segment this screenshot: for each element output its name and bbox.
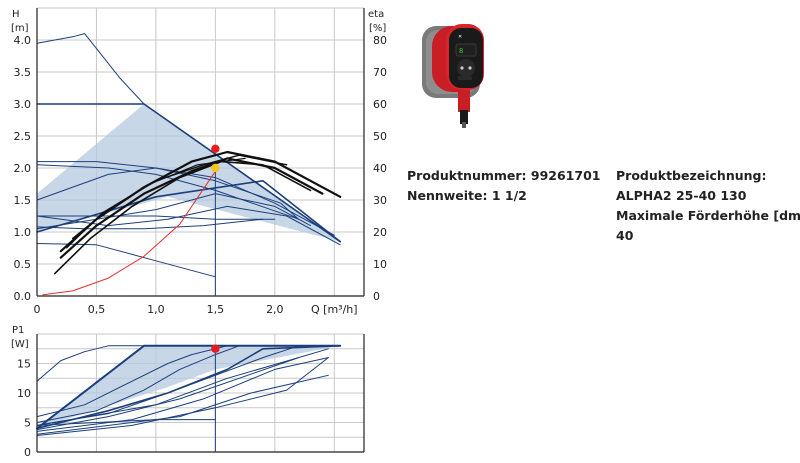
head-operating-point <box>211 163 220 173</box>
power-chart: 0 5 10 15 P1 [W] <box>11 325 365 460</box>
head-series-12 <box>59 157 324 259</box>
head-ytick-right-label: 60 <box>373 98 387 111</box>
power-ytick-label: 10 <box>17 387 31 400</box>
power-chart-series <box>36 344 342 436</box>
head-duty-point <box>211 144 220 153</box>
head-ytick-label: 3.0 <box>14 98 32 111</box>
head-chart-series <box>36 33 342 296</box>
product-info-left: Produktnummer: 99261701 Nennweite: 1 1/2 <box>407 166 600 206</box>
power-series-11 <box>36 419 216 426</box>
power-series-6 <box>36 348 329 431</box>
head-series-5 <box>36 193 311 230</box>
svg-text:✕: ✕ <box>458 34 462 40</box>
power-chart-points <box>211 344 220 452</box>
head-xtick-label: 0,5 <box>88 303 106 316</box>
head-ytick-right-label: 30 <box>373 194 387 207</box>
head-axis-label-h-unit: [m] <box>11 23 29 34</box>
head-ytick-label: 2.5 <box>14 130 32 143</box>
power-series-8 <box>36 357 300 426</box>
head-series-15 <box>66 157 246 249</box>
power-chart-tick-labels: 0 5 10 15 <box>17 358 31 460</box>
head-series-10 <box>36 218 264 230</box>
head-chart-points <box>211 144 220 296</box>
power-ytick-label: 5 <box>24 417 31 430</box>
product-designation-value: ALPHA2 25-40 130 <box>616 188 747 203</box>
eta-axis-label: eta <box>368 9 384 20</box>
head-flow-chart: 0.0 0.5 1.0 1.5 2.0 2.5 3.0 3.5 4.0 0 10 20 30 40 50 60… <box>11 7 388 316</box>
product-designation-label: Produktbezeichnung: <box>616 168 767 183</box>
power-shade-polygon <box>37 345 341 429</box>
head-ytick-right-label: 20 <box>373 226 387 239</box>
head-series-8 <box>36 33 145 105</box>
head-ytick-label: 2.0 <box>14 162 32 175</box>
head-series-13 <box>54 160 312 275</box>
head-ytick-label: 4.0 <box>14 34 32 47</box>
head-ytick-right-label: 10 <box>373 258 387 271</box>
max-head-label: Maximale Förderhöhe [dm]: <box>616 208 800 223</box>
head-xtick-label: 2,0 <box>266 303 284 316</box>
pump-icon: ✕ 8 <box>422 24 484 128</box>
head-ytick-label: 0.0 <box>14 290 32 303</box>
head-axis-label-h: H <box>12 9 20 20</box>
power-ytick-label: 15 <box>17 358 31 371</box>
flow-axis-label: Q [m³/h] <box>311 303 358 316</box>
product-number: Produktnummer: 99261701 <box>407 168 601 183</box>
power-series-4 <box>36 345 240 423</box>
product-info-right: Produktbezeichnung: ALPHA2 25-40 130 Max… <box>616 166 800 246</box>
power-chart-shaded-region <box>37 345 341 429</box>
head-ytick-label: 1.0 <box>14 226 32 239</box>
head-series-16 <box>42 170 216 296</box>
head-series-14 <box>72 154 288 240</box>
head-ytick-right-label: 50 <box>373 130 387 143</box>
power-series-2 <box>36 345 341 382</box>
head-ytick-label: 1.5 <box>14 194 32 207</box>
head-ytick-label: 3.5 <box>14 66 32 79</box>
head-ytick-right-label: 80 <box>373 34 387 47</box>
head-series-6 <box>36 215 276 220</box>
power-chart-axes <box>36 334 365 453</box>
power-series-7 <box>36 357 329 432</box>
power-operating-point <box>211 344 220 353</box>
eta-axis-label-unit: [%] <box>369 23 386 34</box>
head-series-9 <box>36 205 341 246</box>
head-xtick-label: 1,5 <box>207 303 225 316</box>
head-chart-axes <box>36 8 365 297</box>
head-ytick-right-label: 0 <box>373 290 380 303</box>
power-axis-label-unit: [W] <box>11 339 29 350</box>
power-axis-label-p1: P1 <box>12 325 24 336</box>
head-xtick-label: 0 <box>34 303 41 316</box>
power-ytick-label: 0 <box>24 446 31 459</box>
head-chart-tick-labels: 0.0 0.5 1.0 1.5 2.0 2.5 3.0 3.5 4.0 0 10 20 30 40 50 60… <box>14 34 388 316</box>
nominal-size: Nennweite: 1 1/2 <box>407 188 527 203</box>
power-series-1 <box>36 345 341 430</box>
svg-text:8: 8 <box>459 47 463 55</box>
head-xtick-label: 1,0 <box>147 303 165 316</box>
max-head-value: 40 <box>616 228 634 243</box>
power-series-3 <box>36 345 228 418</box>
head-series-7 <box>36 243 216 278</box>
pump-product-image: ✕ 8 <box>418 18 508 134</box>
head-ytick-right-label: 40 <box>373 162 387 175</box>
head-ytick-right-label: 70 <box>373 66 387 79</box>
head-ytick-label: 0.5 <box>14 258 32 271</box>
